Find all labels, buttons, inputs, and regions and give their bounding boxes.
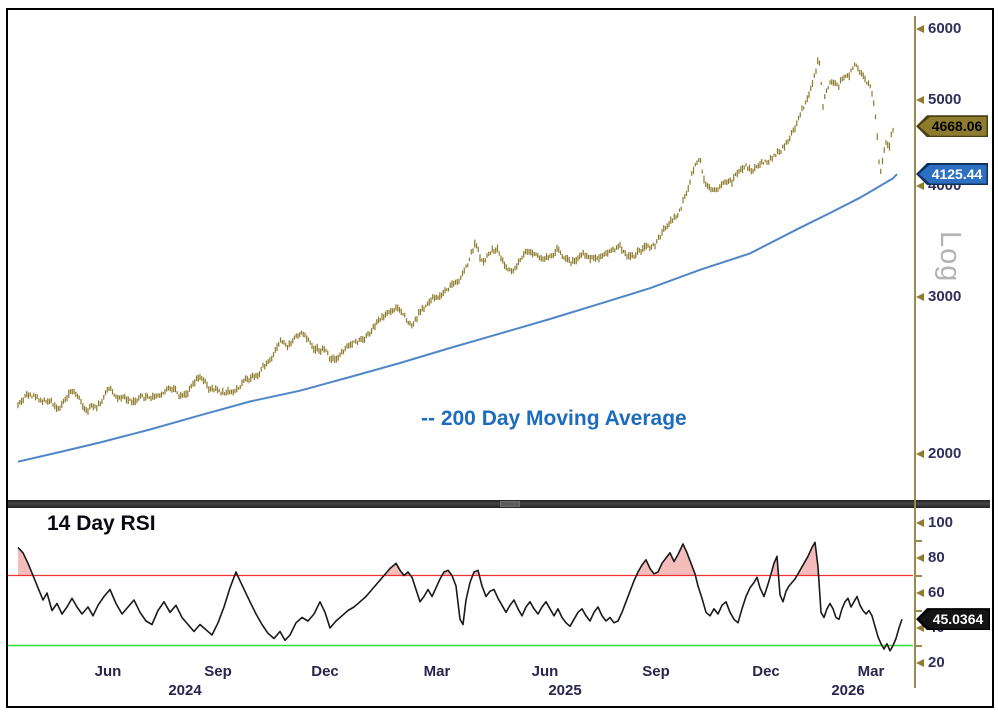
minor-tick [916,610,922,612]
tick-arrow-icon [916,589,924,597]
tick-label: 6000 [928,20,962,37]
minor-tick [916,575,922,577]
price-candles [17,57,894,415]
month-label: Sep [642,663,670,680]
log-scale-label: Log [934,231,966,283]
month-label: Jun [531,663,559,680]
panel-separator[interactable] [8,500,990,508]
minor-tick [916,540,922,542]
month-label: Dec [752,663,780,680]
year-label: 2025 [548,682,582,699]
year-label: 2026 [831,682,865,699]
tick-arrow-icon [916,519,924,527]
month-label: Jun [94,663,122,680]
chart-frame [6,8,994,708]
tick-label: 5000 [928,91,962,108]
tick-label: 60 [928,584,945,601]
month-label: Sep [204,663,232,680]
rsi-title: 14 Day RSI [47,512,156,535]
tick-label: 100 [928,514,954,531]
tick-arrow-icon [916,659,924,667]
tick-arrow-icon [916,293,924,301]
tick-label: 3000 [928,288,962,305]
month-label: Mar [857,663,885,680]
rsi-value-badge: 45.0364 [916,608,990,631]
tick-arrow-icon [916,450,924,458]
tick-arrow-icon [916,624,924,632]
ma-legend-label: -- 200 Day Moving Average [421,407,687,430]
last-price-badge: 4668.06 [916,115,988,138]
tick-label: 2000 [928,445,962,462]
tick-arrow-icon [916,25,924,33]
tick-label: 20 [928,654,945,671]
minor-tick [916,645,922,647]
year-label: 2024 [168,682,202,699]
month-label: Mar [423,663,451,680]
tick-label: 80 [928,549,945,566]
y-axis-line [914,16,916,688]
ma-line [17,173,898,463]
month-label: Dec [311,663,339,680]
separator-drag-handle-icon[interactable] [500,501,520,507]
rsi-overbought-fill [18,542,902,576]
ma-value-badge: 4125.44 [916,163,988,186]
rsi-line [17,541,903,652]
tick-arrow-icon [916,182,924,190]
tick-arrow-icon [916,96,924,104]
tick-arrow-icon [916,554,924,562]
